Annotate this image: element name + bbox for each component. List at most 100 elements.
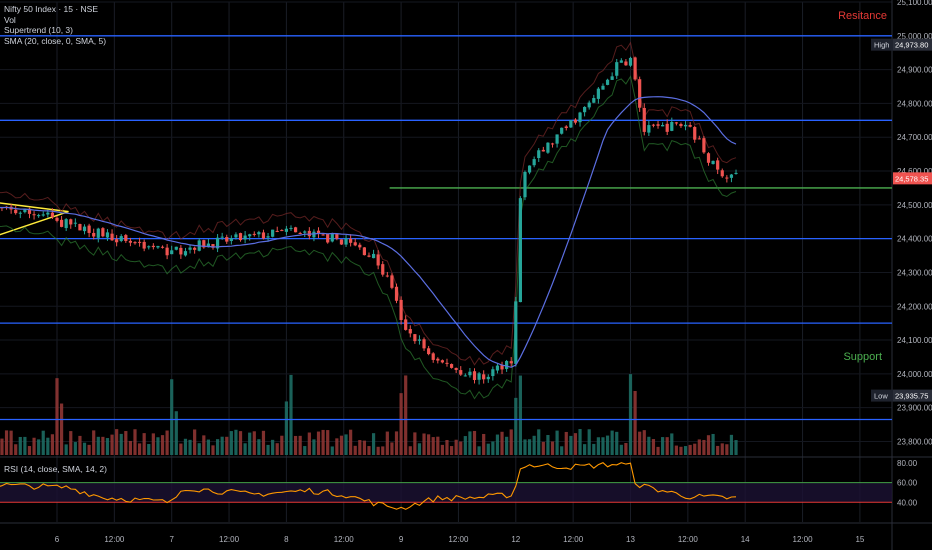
rsi-indicator-label[interactable]: RSI (14, close, SMA, 14, 2) <box>4 464 107 474</box>
volume-bar <box>491 441 495 455</box>
y-tick-label: 24,000.00 <box>897 370 932 379</box>
candle <box>316 227 321 238</box>
volume-bar <box>647 436 651 455</box>
candle <box>716 157 720 175</box>
volume-bar <box>225 436 229 455</box>
candle <box>137 237 142 247</box>
volume-bar <box>445 439 449 455</box>
candle <box>59 215 64 228</box>
candle <box>546 142 550 154</box>
candle <box>261 229 266 240</box>
wedge-lines[interactable] <box>0 202 69 239</box>
volume-bar <box>725 444 729 455</box>
candle <box>674 121 678 126</box>
volume-bar <box>734 440 738 455</box>
candle <box>564 125 568 131</box>
volume-bar <box>514 397 518 455</box>
supertrend-indicator-label[interactable]: Supertrend (10, 3) <box>4 25 73 35</box>
candle <box>404 315 408 331</box>
candle <box>257 230 261 238</box>
volume-bar <box>592 443 596 455</box>
candle <box>592 94 596 104</box>
price-tag-label: Low <box>874 392 888 401</box>
volume-bar <box>555 430 559 455</box>
volume-bar <box>326 430 330 455</box>
candle <box>349 234 353 247</box>
volume-bar <box>183 438 188 455</box>
volume-bar <box>349 429 353 455</box>
volume-bar <box>454 439 458 455</box>
wedge-drawing[interactable] <box>0 202 69 239</box>
candle <box>32 211 36 220</box>
volume-bar <box>560 446 564 455</box>
candle <box>119 234 123 243</box>
x-tick-label: 12:00 <box>104 535 125 544</box>
candle <box>165 244 169 260</box>
x-tick-label: 8 <box>284 535 289 544</box>
candle <box>105 229 110 241</box>
candle <box>583 106 587 117</box>
volume-bar <box>243 443 247 455</box>
sma-path <box>0 96 737 368</box>
volume-bar <box>381 446 385 455</box>
price-tag-value: 24,973.80 <box>895 41 928 50</box>
symbol-title[interactable]: Nifty 50 Index · 15 · NSE <box>4 4 99 14</box>
candle <box>486 374 490 383</box>
volume-bar <box>385 431 389 455</box>
candle <box>289 225 293 231</box>
volume-bar <box>628 374 633 455</box>
candle <box>335 233 339 241</box>
candle <box>358 242 362 250</box>
rsi-pane <box>0 462 892 510</box>
candle <box>638 76 642 112</box>
candle <box>50 208 55 219</box>
resistance-label: Resitance <box>838 10 887 22</box>
x-tick-label: 12:00 <box>678 535 699 544</box>
sma-indicator-label[interactable]: SMA (20, close, 0, SMA, 5) <box>4 35 107 46</box>
candle <box>610 72 614 81</box>
candle <box>706 152 711 166</box>
volume-bar <box>179 443 183 455</box>
candle <box>92 228 96 240</box>
rsi-tick-label: 60.00 <box>897 479 918 488</box>
volume-bar <box>110 434 114 455</box>
volume-bar <box>619 444 623 455</box>
candle <box>101 227 105 238</box>
price-tag-label: High <box>874 41 889 50</box>
volume-bar <box>633 390 637 455</box>
candle <box>41 211 45 217</box>
volume-bar <box>716 445 720 455</box>
candle <box>271 229 275 238</box>
volume-bar <box>82 442 87 455</box>
candle <box>321 233 325 236</box>
y-tick-label: 24,100.00 <box>897 336 932 345</box>
support-label: Support <box>843 351 882 363</box>
candle <box>422 337 426 351</box>
candle <box>339 239 344 245</box>
x-tick-label: 15 <box>855 535 864 544</box>
volume-bar <box>96 436 100 455</box>
candle <box>362 247 366 256</box>
rsi-tick-label: 80.00 <box>897 459 918 468</box>
candle <box>578 111 582 127</box>
candle <box>463 373 467 377</box>
candle <box>440 359 444 364</box>
volume-bar <box>293 435 298 455</box>
candle <box>147 245 151 250</box>
x-tick-label: 6 <box>55 535 60 544</box>
x-tick-label: 12:00 <box>563 535 584 544</box>
candle <box>156 245 160 249</box>
vol-indicator-label[interactable]: Vol <box>4 14 16 25</box>
y-tick-label: 25,000.00 <box>897 32 932 41</box>
candle <box>477 371 481 385</box>
volume-bar <box>665 437 669 455</box>
axes: 25,100.00 25,000.00 24,900.00 24,800.00 24,7… <box>55 0 932 544</box>
horizontal-levels[interactable] <box>0 35 892 421</box>
volume-bar <box>128 440 133 455</box>
candle <box>193 246 197 254</box>
price-tag: High 24,973.80 <box>871 38 932 51</box>
volume-bar <box>156 437 160 455</box>
volume-bar <box>92 430 96 455</box>
